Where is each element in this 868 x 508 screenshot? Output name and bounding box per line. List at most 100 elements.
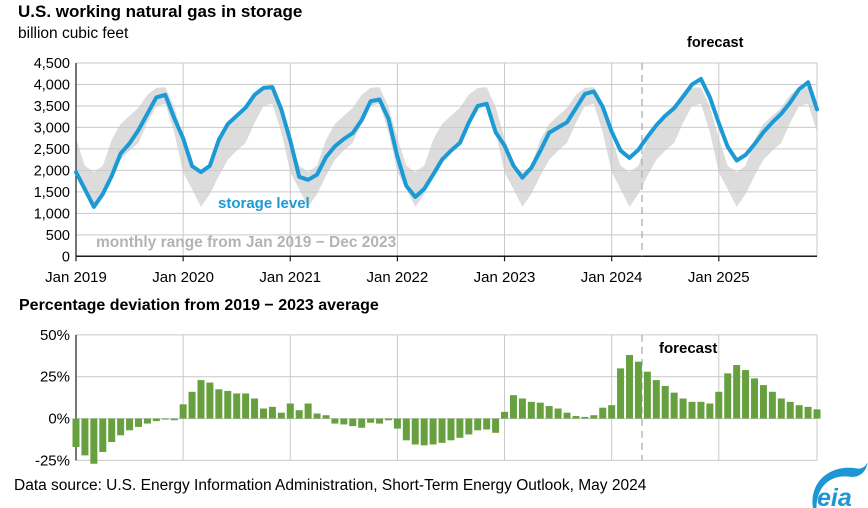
monthly-range-legend: monthly range from Jan 2019 − Dec 2023 [96, 234, 397, 251]
page-subtitle-units: billion cubic feet [18, 25, 129, 42]
deviation-bar [581, 416, 589, 419]
top-x-tick-label: Jan 2025 [688, 269, 750, 286]
deviation-bar [152, 418, 160, 422]
deviation-bar [170, 418, 178, 421]
deviation-bar [679, 398, 687, 419]
storage-level-legend: storage level [218, 195, 310, 212]
deviation-bar [563, 412, 571, 419]
deviation-bar [429, 418, 437, 445]
eia-logo: eia [812, 462, 868, 508]
deviation-bar [143, 418, 151, 424]
deviation-bar [72, 418, 80, 448]
eia-logo-text: eia [817, 484, 852, 508]
deviation-bar [331, 418, 339, 424]
deviation-bar [715, 391, 723, 419]
deviation-bar [286, 403, 294, 419]
deviation-bar [179, 404, 187, 419]
deviation-bar [233, 393, 241, 419]
deviation-bar [599, 407, 607, 419]
deviation-bar [518, 398, 526, 419]
deviation-bar [804, 406, 812, 419]
top-x-tick-label: Jan 2021 [259, 269, 321, 286]
deviation-bar [590, 415, 598, 419]
deviation-bar [197, 380, 205, 419]
deviation-bar [322, 415, 330, 419]
deviation-bar [536, 402, 544, 419]
deviation-bar [527, 401, 535, 419]
deviation-bar [420, 418, 428, 446]
deviation-bar [688, 401, 696, 419]
deviation-bar [340, 418, 348, 425]
deviation-bar [813, 409, 821, 419]
deviation-bar [447, 418, 455, 441]
deviation-bar [411, 418, 419, 445]
bottom-y-tick-label: 0% [48, 411, 70, 428]
monthly-range-band [76, 87, 817, 207]
deviation-bar [90, 418, 98, 464]
top-y-tick-label: 0 [62, 249, 70, 265]
deviation-bar [358, 418, 366, 428]
deviation-bar [670, 392, 678, 419]
deviation-bar [501, 411, 509, 419]
deviation-bar [438, 418, 446, 443]
deviation-bar [759, 385, 767, 419]
deviation-bar [206, 382, 214, 419]
deviation-bar [277, 412, 285, 419]
top-y-tick-label: 4,500 [34, 56, 70, 72]
deviation-bar [509, 395, 517, 419]
deviation-bar [626, 354, 634, 419]
top-y-tick-label: 2,000 [34, 163, 70, 179]
deviation-bar [795, 405, 803, 419]
deviation-bar [617, 368, 625, 419]
deviation-bar [706, 403, 714, 419]
deviation-bar [242, 393, 250, 419]
deviation-bar [259, 408, 267, 419]
top-x-tick-label: Jan 2023 [474, 269, 536, 286]
deviation-bar [751, 378, 759, 419]
top-y-tick-label: 3,500 [34, 99, 70, 115]
deviation-bar [608, 405, 616, 419]
deviation-bar [188, 391, 196, 419]
deviation-bar [724, 373, 732, 419]
top-y-tick-label: 1,000 [34, 206, 70, 222]
top-y-tick-label: 4,000 [34, 77, 70, 93]
eia-logo-swoosh-icon [812, 462, 868, 508]
deviation-bar [492, 418, 500, 433]
deviation-bar [545, 406, 553, 419]
deviation-bar [81, 418, 89, 456]
deviation-bar [393, 418, 401, 429]
deviation-bar [474, 418, 482, 431]
top-y-tick-label: 500 [46, 228, 70, 244]
top-y-tick-label: 3,000 [34, 120, 70, 136]
deviation-bar [652, 380, 660, 419]
deviation-chart-title: Percentage deviation from 2019 − 2023 av… [19, 297, 379, 314]
deviation-bar [554, 408, 562, 419]
deviation-bar [483, 418, 491, 430]
deviation-bar [108, 418, 116, 442]
top-y-tick-label: 1,500 [34, 185, 70, 201]
bottom-y-tick-label: 25% [40, 369, 70, 386]
data-source-note: Data source: U.S. Energy Information Adm… [14, 477, 647, 494]
deviation-bar [215, 389, 223, 419]
deviation-bar [742, 370, 750, 419]
top-y-tick-label: 2,500 [34, 142, 70, 158]
page-title: U.S. working natural gas in storage [18, 2, 303, 21]
deviation-bar [251, 398, 259, 419]
deviation-bar [117, 418, 125, 436]
deviation-bar [768, 391, 776, 419]
deviation-bar [733, 365, 741, 419]
deviation-bar [376, 418, 384, 424]
top-x-tick-label: Jan 2024 [581, 269, 643, 286]
top-x-tick-label: Jan 2019 [45, 269, 107, 286]
deviation-bar [313, 413, 321, 419]
deviation-bar [786, 401, 794, 419]
deviation-bar [134, 418, 142, 427]
deviation-bar [268, 406, 276, 419]
top-x-tick-label: Jan 2020 [152, 269, 214, 286]
deviation-bar [634, 361, 642, 419]
deviation-bar [295, 410, 303, 419]
forecast-annotation-bottom: forecast [659, 340, 718, 357]
deviation-bar [661, 385, 669, 419]
